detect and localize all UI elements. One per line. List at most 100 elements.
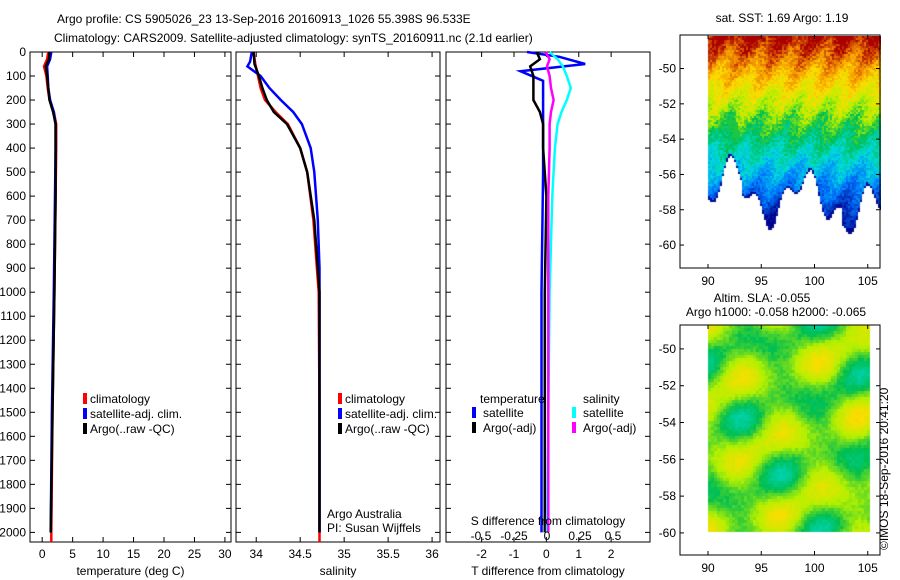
x-axis-label: temperature (deg C) xyxy=(76,564,184,578)
legend-label: satellite xyxy=(583,406,624,420)
legend-label: climatology xyxy=(345,392,405,406)
legend-label: Argo(..raw -QC) xyxy=(90,422,175,436)
legend-title-temperature: temperature xyxy=(480,392,545,406)
legend-label: satellite-adj. clim. xyxy=(90,407,182,421)
x-tick-label: 10 xyxy=(96,547,110,561)
y-tick-label: 1900 xyxy=(0,501,26,515)
y-tick-label: 100 xyxy=(6,69,26,83)
sla-map-title-1: Altim. SLA: -0.055 xyxy=(714,291,811,305)
legend-swatch xyxy=(472,422,476,433)
x2-tick-label: 0 xyxy=(544,529,551,543)
legend-swatch xyxy=(338,423,342,434)
x-tick-label: 36 xyxy=(425,547,439,561)
watermark: ©IMOS 18-Sep-2016 20:41:20 xyxy=(877,387,891,550)
x-tick-label: 35.5 xyxy=(376,547,400,561)
y-tick-label: 0 xyxy=(19,45,26,59)
series-line-t-argo-adj- xyxy=(528,51,548,533)
x2-axis-label: S difference from climatology xyxy=(471,514,626,528)
map-y-tick-label: -58 xyxy=(659,489,677,503)
x-tick-label: 20 xyxy=(157,547,171,561)
legend-swatch xyxy=(338,408,342,419)
x-tick-label: 0 xyxy=(543,547,550,561)
y-tick-label: 1200 xyxy=(0,333,26,347)
x-tick-label: 15 xyxy=(127,547,141,561)
y-tick-label: 500 xyxy=(6,165,26,179)
y-tick-label: 2000 xyxy=(0,525,26,539)
panel-1-frame xyxy=(29,51,232,543)
sla-map-title-2: Argo h1000: -0.058 h2000: -0.065 xyxy=(686,305,866,319)
map-y-tick-label: -60 xyxy=(659,238,677,252)
map-x-tick-label: 105 xyxy=(858,561,878,575)
x-tick-label: -1 xyxy=(509,547,520,561)
y-tick-label: 1000 xyxy=(0,285,26,299)
legend-label: Argo(-adj) xyxy=(483,421,536,435)
x-axis-label: salinity xyxy=(320,564,357,578)
map-frame xyxy=(679,34,881,269)
x-tick-label: 35 xyxy=(337,547,351,561)
y-tick-label: 1500 xyxy=(0,405,26,419)
y-tick-label: 700 xyxy=(6,213,26,227)
panel-2-frame xyxy=(235,51,441,543)
map-x-tick-label: 95 xyxy=(755,561,769,575)
map-y-tick-label: -56 xyxy=(659,452,677,466)
title-line-1: Argo profile: CS 5905026_23 13-Sep-2016 … xyxy=(57,12,471,26)
map-x-tick-label: 100 xyxy=(804,274,824,288)
y-tick-label: 200 xyxy=(6,93,26,107)
legend-swatch xyxy=(472,407,476,418)
legend-swatch xyxy=(572,422,576,433)
x-tick-label: 1 xyxy=(575,547,582,561)
series-line-s-argo-adj- xyxy=(544,51,555,533)
annotation-text: Argo Australia xyxy=(327,507,402,521)
x2-tick-label: -0.5 xyxy=(471,529,492,543)
map-y-tick-label: -52 xyxy=(659,97,677,111)
annotation-text: PI: Susan Wijffels xyxy=(327,521,421,535)
series-line-argo-raw-qc- xyxy=(252,51,321,533)
map-x-tick-label: 90 xyxy=(701,274,715,288)
y-tick-label: 1100 xyxy=(0,309,26,323)
legend-swatch xyxy=(83,408,87,419)
map-x-tick-label: 100 xyxy=(804,561,824,575)
sst-map-title: sat. SST: 1.69 Argo: 1.19 xyxy=(716,11,849,25)
legend-swatch xyxy=(338,393,342,404)
x-tick-label: 34 xyxy=(250,547,264,561)
legend-label: satellite xyxy=(483,406,524,420)
x-tick-label: 2 xyxy=(608,547,615,561)
map-y-tick-label: -50 xyxy=(659,342,677,356)
map-x-tick-label: 105 xyxy=(858,274,878,288)
map-frame xyxy=(679,324,881,556)
y-tick-label: 1700 xyxy=(0,453,26,467)
series-line-s-satellite xyxy=(545,51,573,533)
map-y-tick-label: -50 xyxy=(659,62,677,76)
x-tick-label: -2 xyxy=(476,547,487,561)
map-y-tick-label: -60 xyxy=(659,526,677,540)
x-tick-label: 34.5 xyxy=(289,547,313,561)
legend-label: satellite-adj. clim. xyxy=(345,407,437,421)
x2-tick-label: -0.25 xyxy=(500,529,528,543)
map-y-tick-label: -54 xyxy=(659,132,677,146)
y-tick-label: 900 xyxy=(6,261,26,275)
map-y-tick-label: -52 xyxy=(659,379,677,393)
series-line-satellite-adj-clim- xyxy=(245,51,321,533)
x-tick-label: 0 xyxy=(39,547,46,561)
sla-map-image xyxy=(681,315,881,555)
x2-tick-label: 0.5 xyxy=(605,529,622,543)
y-tick-label: 1400 xyxy=(0,381,26,395)
series-line-t-satellite xyxy=(515,50,586,533)
map-y-tick-label: -58 xyxy=(659,203,677,217)
y-tick-label: 1600 xyxy=(0,429,26,443)
legend-swatch xyxy=(572,407,576,418)
series-line-argo-raw-qc- xyxy=(44,51,57,533)
x-tick-label: 30 xyxy=(218,547,232,561)
legend-swatch xyxy=(83,423,87,434)
y-tick-label: 400 xyxy=(6,141,26,155)
legend-swatch xyxy=(83,393,87,404)
x-tick-label: 25 xyxy=(188,547,202,561)
map-x-tick-label: 95 xyxy=(755,274,769,288)
x2-tick-label: 0.25 xyxy=(568,529,592,543)
panel-3-frame xyxy=(445,51,651,543)
x-tick-label: 5 xyxy=(69,547,76,561)
y-tick-label: 1800 xyxy=(0,477,26,491)
sst-map-image xyxy=(681,36,881,268)
map-y-tick-label: -56 xyxy=(659,167,677,181)
